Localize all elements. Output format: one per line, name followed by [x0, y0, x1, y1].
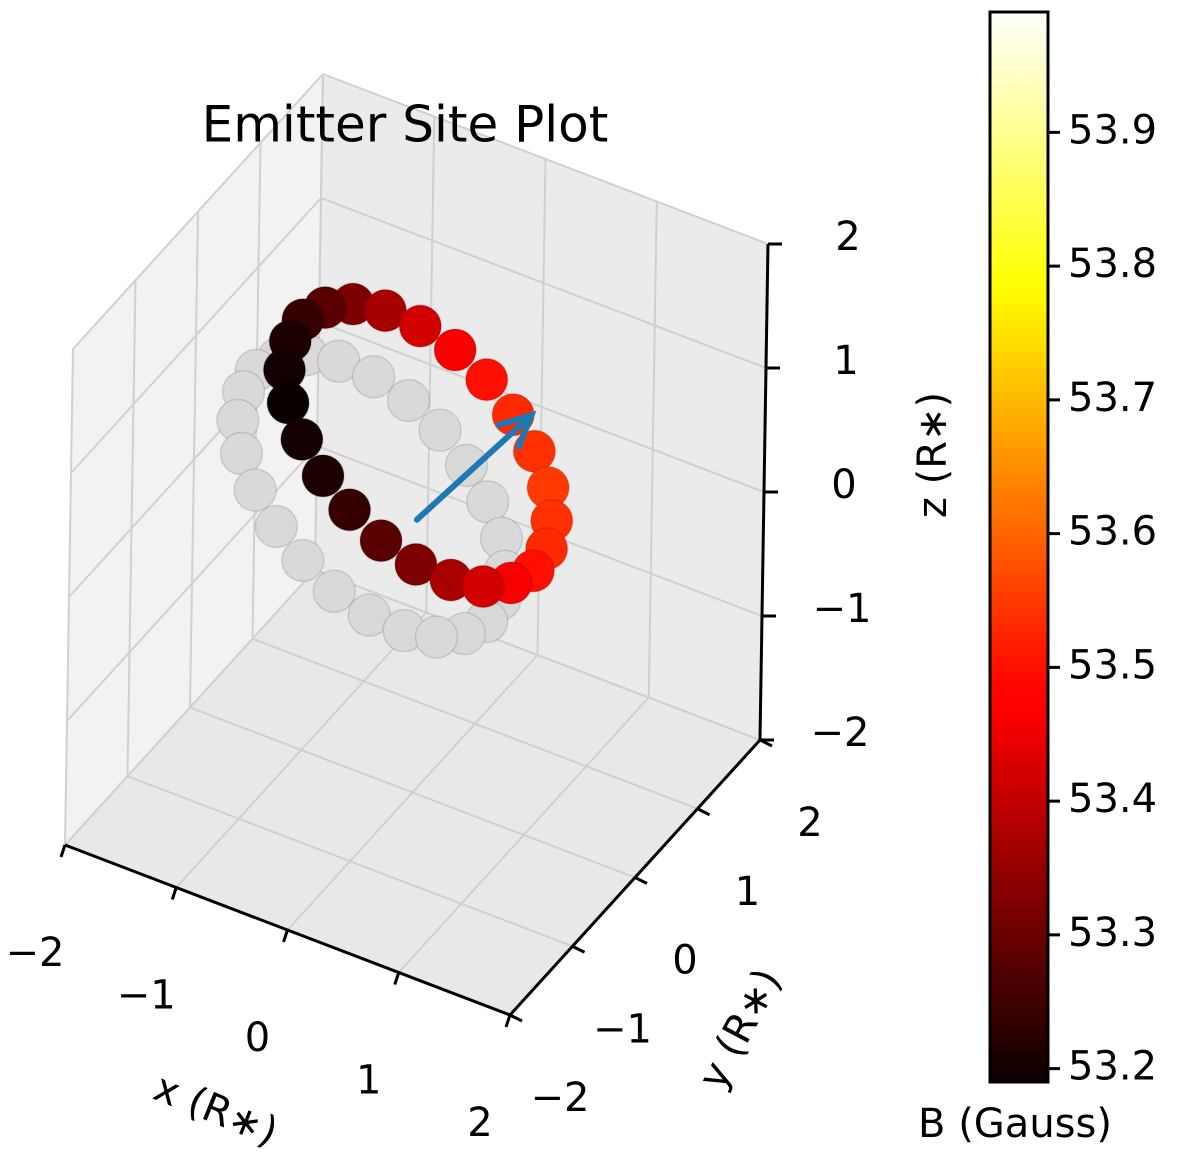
- colorbar-tick-label: 53.9: [1068, 107, 1157, 153]
- grid-line: [318, 321, 765, 493]
- grid-line: [64, 569, 316, 846]
- plot-area: [216, 282, 574, 659]
- grid-line: [127, 775, 573, 948]
- tick-mark: [282, 929, 289, 943]
- emitter-point: [414, 615, 459, 659]
- emitter-point: [398, 304, 443, 348]
- grid-line: [70, 197, 322, 474]
- tick-mark: [696, 807, 711, 817]
- emitter-point: [418, 408, 462, 452]
- x-tick-label: −1: [117, 973, 176, 1019]
- colorbar: [988, 10, 1050, 1084]
- x-tick-label: −2: [6, 930, 65, 976]
- tick-mark: [509, 1013, 523, 1023]
- emitter-point: [254, 504, 299, 549]
- grid-line: [189, 706, 636, 879]
- emitter-point: [312, 569, 357, 613]
- x-tick-label: 2: [467, 1100, 492, 1146]
- emitter-point: [351, 354, 396, 399]
- emitter-point: [433, 328, 477, 372]
- tick-mark: [170, 887, 178, 900]
- tick-mark: [393, 972, 401, 985]
- tick-mark: [59, 844, 67, 858]
- grid-line: [72, 73, 324, 350]
- x-tick-label: 1: [356, 1058, 381, 1104]
- z-tick-label: −1: [813, 586, 872, 632]
- z-tick-label: 2: [835, 214, 860, 260]
- emitter-point: [327, 488, 372, 532]
- x-axis-label: x (R∗): [147, 1065, 284, 1156]
- z-tick-label: 0: [831, 462, 856, 508]
- emitter-point: [461, 564, 505, 609]
- colorbar-tick-label: 53.4: [1068, 776, 1157, 822]
- y-tick-label: −1: [593, 1006, 652, 1052]
- colorbar-tick-label: 53.7: [1068, 375, 1157, 421]
- emitter-point: [464, 357, 509, 402]
- chart-title: Emitter Site Plot: [202, 96, 609, 154]
- grid-line: [320, 197, 767, 369]
- x-tick-label: 0: [245, 1015, 270, 1061]
- y-tick-label: 1: [735, 869, 760, 915]
- z-tick-label: −2: [811, 710, 870, 756]
- emitter-point: [281, 538, 325, 583]
- grid-line: [322, 73, 769, 245]
- colorbar-tick-label: 53.6: [1068, 509, 1157, 555]
- y-axis-label: y (R∗): [690, 961, 791, 1096]
- emitter-point: [444, 443, 489, 488]
- colorbar-tick-label: 53.5: [1068, 642, 1157, 688]
- emitter-point: [359, 518, 403, 563]
- z-tick-label: 1: [833, 338, 858, 384]
- colorbar-tick-label: 53.8: [1068, 241, 1157, 287]
- y-tick-label: 0: [672, 938, 697, 984]
- z-axis-label: z (R∗): [910, 392, 956, 518]
- tick-mark: [571, 944, 586, 954]
- colorbar-label: B (Gauss): [918, 1101, 1112, 1147]
- emitter-point: [280, 417, 324, 462]
- tick-mark: [634, 876, 648, 885]
- grid-line: [314, 569, 761, 741]
- emitter-point: [233, 468, 277, 512]
- emitter-point: [301, 454, 345, 498]
- colorbar-tick-label: 53.3: [1068, 910, 1157, 956]
- emitter-point: [386, 378, 431, 423]
- grid-line: [252, 637, 698, 810]
- y-tick-label: −2: [531, 1075, 590, 1121]
- colorbar-tick-label: 53.2: [1068, 1044, 1157, 1090]
- direction-arrow: [413, 410, 537, 523]
- y-tick-label: 2: [797, 800, 822, 846]
- tick-mark: [504, 1014, 512, 1028]
